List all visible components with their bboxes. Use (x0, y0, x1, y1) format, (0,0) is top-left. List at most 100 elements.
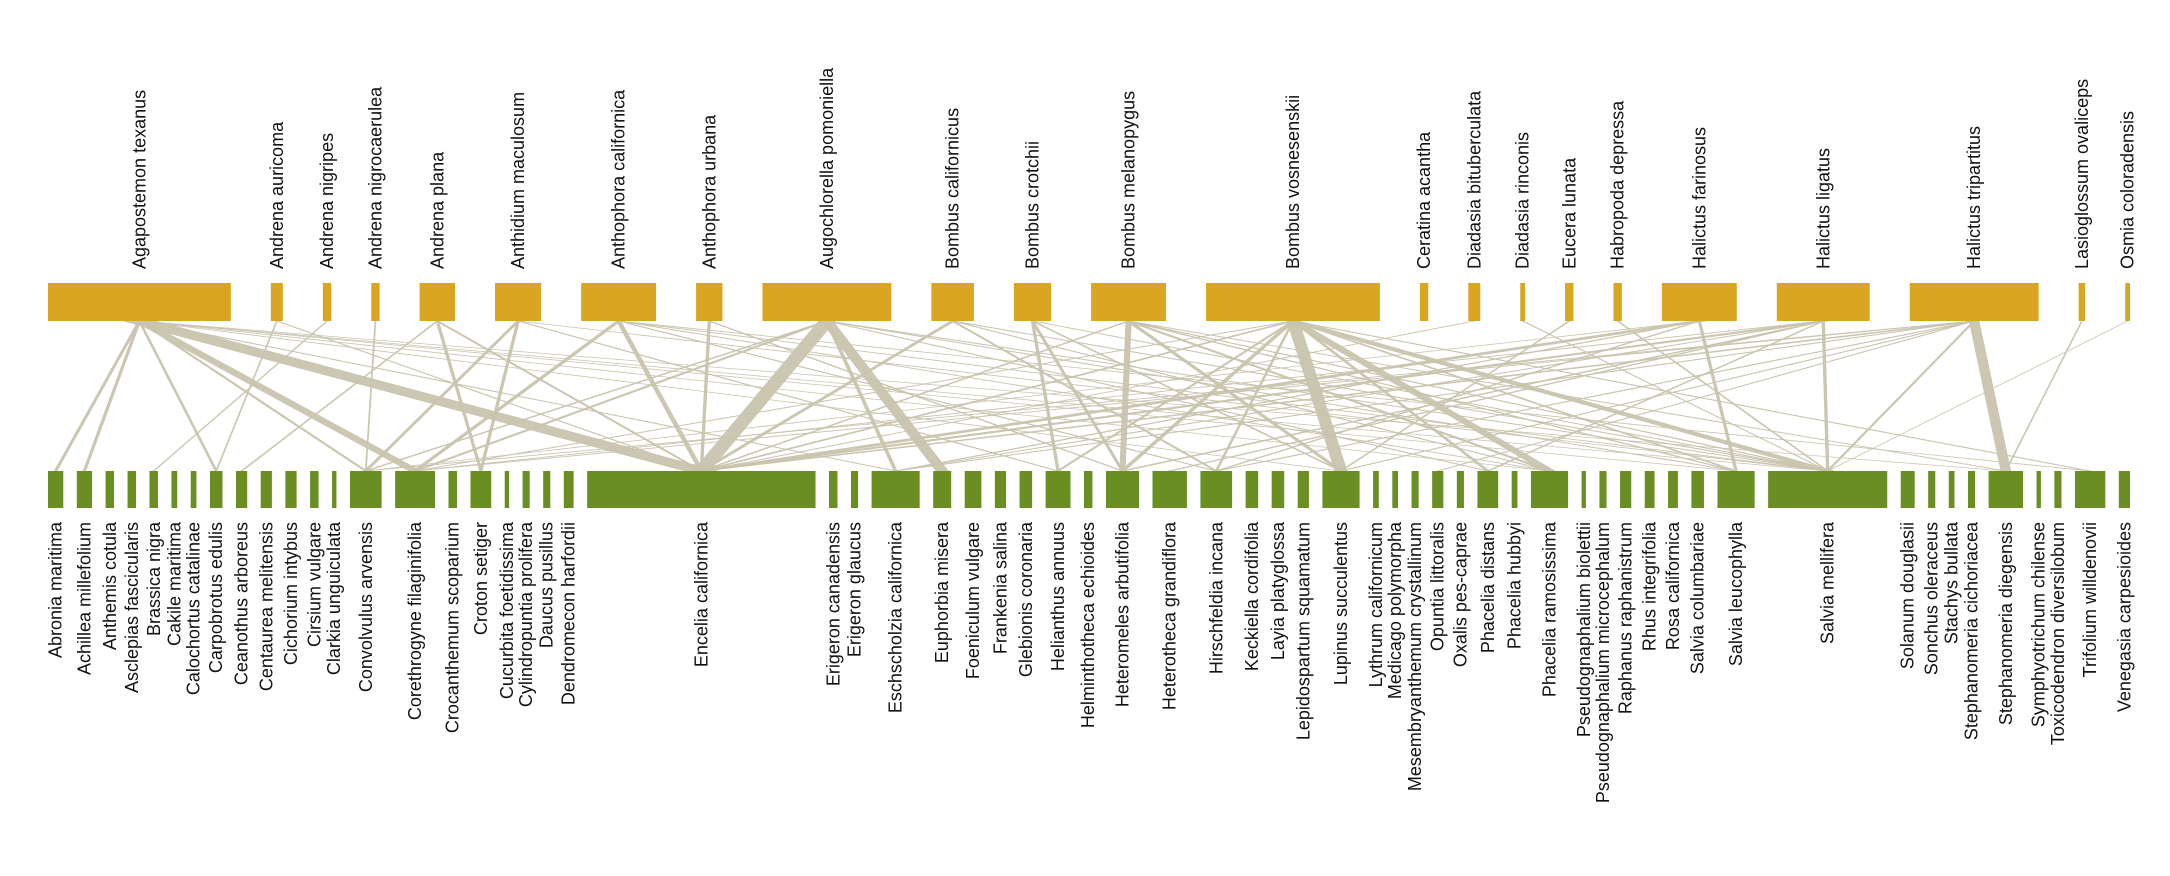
plant-label: Pseudognaphalium microcephalum (1593, 522, 1613, 803)
plant-bar (1581, 471, 1586, 508)
plant-label: Salvia columbariae (1688, 522, 1708, 674)
pollinator-label: Bombus melanopygus (1119, 91, 1139, 269)
plant-label: Dendromecon harfordii (559, 522, 579, 705)
plant-label: Clarkia unguiculata (324, 521, 344, 675)
pollinator-bar (1013, 283, 1052, 321)
plant-label: Solanum douglasii (1898, 522, 1918, 669)
plant-bar (1019, 471, 1033, 508)
plant-bar (850, 471, 859, 508)
pollinator-label: Ceratina acantha (1414, 131, 1434, 269)
pollinator-label: Andrena nigripes (317, 133, 337, 269)
pollinator-label: Osmia coloradensis (2118, 111, 2138, 269)
plant-label: Raphanus raphanistrum (1616, 522, 1636, 714)
plant-label: Anthemis cotula (100, 521, 120, 650)
pollinator-bar (48, 283, 231, 321)
plant-bar (1432, 471, 1444, 508)
plant-label: Lythrum californicum (1366, 522, 1386, 687)
plant-bar (964, 471, 982, 508)
plant-label: Hirschfeldia incana (1206, 521, 1226, 674)
plant-label: Keckiella cordifolia (1242, 521, 1262, 671)
plant-bar (1988, 471, 2024, 508)
pollinator-label: Agapostemon texanus (129, 90, 149, 269)
plant-bar (1271, 471, 1285, 508)
pollinator-bar (1776, 283, 1870, 321)
plant-label: Stachys bullata (1942, 521, 1962, 644)
link-halictus-ligatus--salvia-mellifera (1821, 320, 1830, 472)
plant-label: Heteromeles arbutifolia (1112, 521, 1132, 707)
pollinator-label: Anthidium maculosum (508, 92, 528, 269)
plant-bar (2036, 471, 2041, 508)
plant-label: Asclepias fascicularis (122, 522, 142, 693)
plant-label: Convolvulus arvensis (356, 522, 376, 692)
plant-label: Pseudognaphalium biolettii (1574, 522, 1594, 737)
plant-label: Eschscholzia californica (886, 521, 906, 713)
plant-bar (349, 471, 382, 508)
plant-bar (563, 471, 574, 508)
plant-bar (48, 471, 64, 508)
pollinator-bar (1613, 283, 1622, 321)
plant-bar (448, 471, 457, 508)
plant-bar (76, 471, 93, 508)
plant-bar (543, 471, 551, 508)
pollinator-bar (2125, 283, 2130, 321)
plant-bar (1200, 471, 1233, 508)
plant-label: Achillea millefolium (74, 522, 94, 675)
plant-layer: Abronia maritima Achillea millefolium Anth… (46, 471, 2134, 803)
plant-label: Croton setiger (471, 522, 491, 635)
plant-bar (260, 471, 272, 508)
pollinator-label: Diadasia rinconis (1513, 132, 1533, 269)
plant-bar (1373, 471, 1379, 508)
plant-bar (127, 471, 137, 508)
plant-label: Mesembryanthemum crystallinum (1405, 522, 1425, 791)
pollinator-label: Bombus crotchii (1023, 141, 1043, 269)
pollinator-bar (322, 283, 332, 321)
plant-label: Glebionis coronaria (1016, 521, 1036, 677)
pollinator-bar (1520, 283, 1526, 321)
plant-bar (933, 471, 952, 508)
plant-label: Lepidospartum squamatum (1293, 522, 1313, 740)
plant-label: Euphorbia misera (932, 521, 952, 663)
plant-label: Phacelia ramosissima (1540, 521, 1560, 697)
plant-bar (1928, 471, 1936, 508)
plant-bar (871, 471, 920, 508)
link-anthophora-urbana--encelia-californica (699, 320, 711, 472)
pollinator-label: Halictus farinosus (1689, 127, 1709, 269)
plant-bar (1599, 471, 1607, 508)
pollinator-bar (1419, 283, 1429, 321)
plant-bar (1392, 471, 1399, 508)
pollinator-label: Halictus tripartitus (1964, 126, 1984, 269)
plant-bar (1668, 471, 1678, 508)
plant-label: Heterotheca grandiflora (1160, 521, 1180, 710)
plant-bar (2118, 471, 2130, 508)
plant-bar (149, 471, 158, 508)
plant-bar (236, 471, 248, 508)
plant-label: Sonchus oleraceus (1922, 522, 1942, 675)
plant-label: Daucus pusillus (537, 522, 557, 648)
plant-bar (1411, 471, 1419, 508)
plant-bar (1456, 471, 1464, 508)
pollinator-bar (1206, 283, 1380, 321)
pollinator-bar (1909, 283, 2039, 321)
plant-bar (994, 471, 1007, 508)
plant-label: Rhus integrifolia (1640, 521, 1660, 651)
plant-label: Cylindropuntia prolifera (516, 521, 536, 707)
plant-bar (1105, 471, 1139, 508)
pollinator-bar (1565, 283, 1574, 321)
pollinator-label: Diadasia bituberculata (1464, 90, 1484, 269)
plant-bar (105, 471, 115, 508)
plant-bar (310, 471, 319, 508)
pollinator-bar (2078, 283, 2086, 321)
plant-bar (1900, 471, 1915, 508)
pollinator-label: Habropoda depressa (1608, 100, 1628, 269)
plant-label: Frankenia salina (990, 521, 1010, 654)
plant-label: Venegasia carpesioides (2114, 522, 2134, 712)
plant-label: Phacelia distans (1478, 522, 1498, 653)
plant-label: Medicago polymorpha (1385, 521, 1405, 699)
plant-label: Corethrogyne filaginifolia (405, 521, 425, 720)
link-anthidium-maculosum--convolvulus-arvensis (363, 320, 521, 472)
plant-label: Toxicodendron diversilobum (2048, 522, 2068, 745)
link-halictus-tripartitus--stephanomeria-diegensis (1968, 320, 2012, 472)
link-halictus-tripartitus--salvia-mellifera (1825, 320, 1976, 472)
pollinator-label: Anthophora californica (609, 89, 629, 269)
plant-bar (1691, 471, 1704, 508)
